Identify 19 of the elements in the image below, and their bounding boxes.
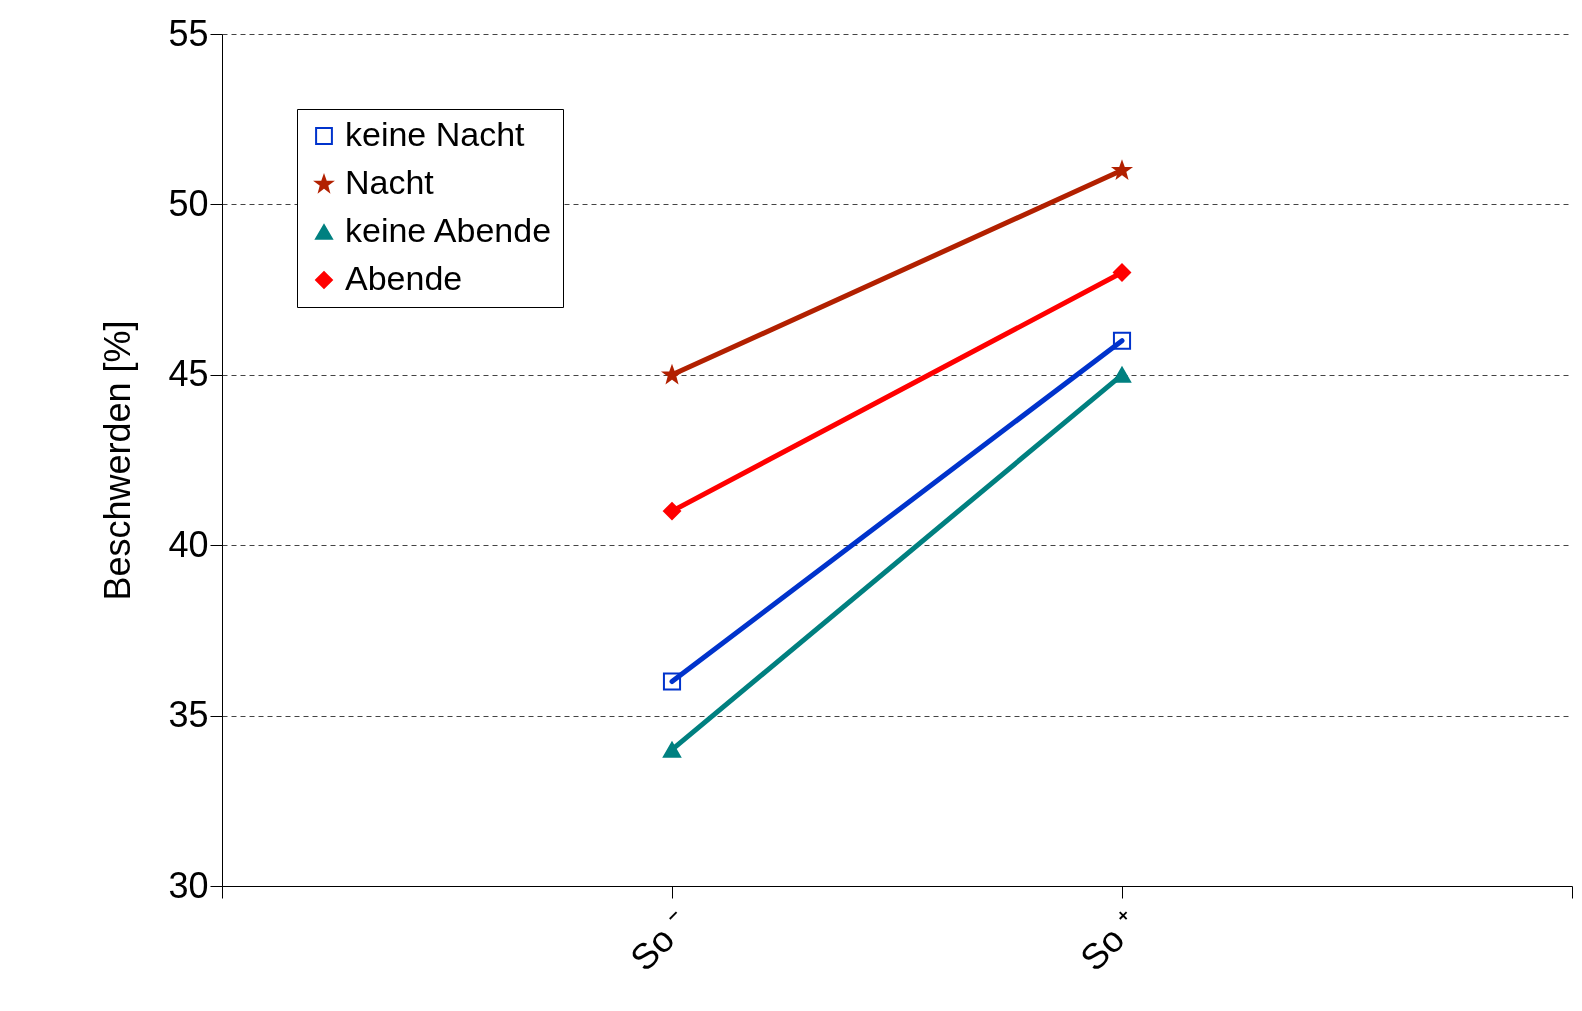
- legend-label: Abende: [345, 259, 463, 297]
- point: [1112, 161, 1132, 179]
- point: [662, 502, 682, 521]
- y-axis-title: Beschwerden [%]: [97, 320, 139, 601]
- y-tick-label: 55: [168, 12, 209, 54]
- legend-label: Nacht: [345, 163, 435, 201]
- x-tick-label: So ⁻: [622, 902, 698, 979]
- y-tick-label: 30: [168, 864, 209, 906]
- point: [1112, 263, 1132, 282]
- y-tick-label: 35: [168, 694, 209, 736]
- y-tick-label: 50: [168, 182, 209, 224]
- x-tick-label: So ⁺: [1072, 902, 1148, 979]
- legend-label: keine Abende: [345, 211, 552, 249]
- legend-label: keine Nacht: [345, 115, 526, 153]
- y-tick-label: 45: [168, 353, 209, 395]
- point: [662, 365, 682, 384]
- y-tick-label: 40: [168, 523, 209, 565]
- point: [662, 672, 682, 691]
- point: [1112, 331, 1132, 350]
